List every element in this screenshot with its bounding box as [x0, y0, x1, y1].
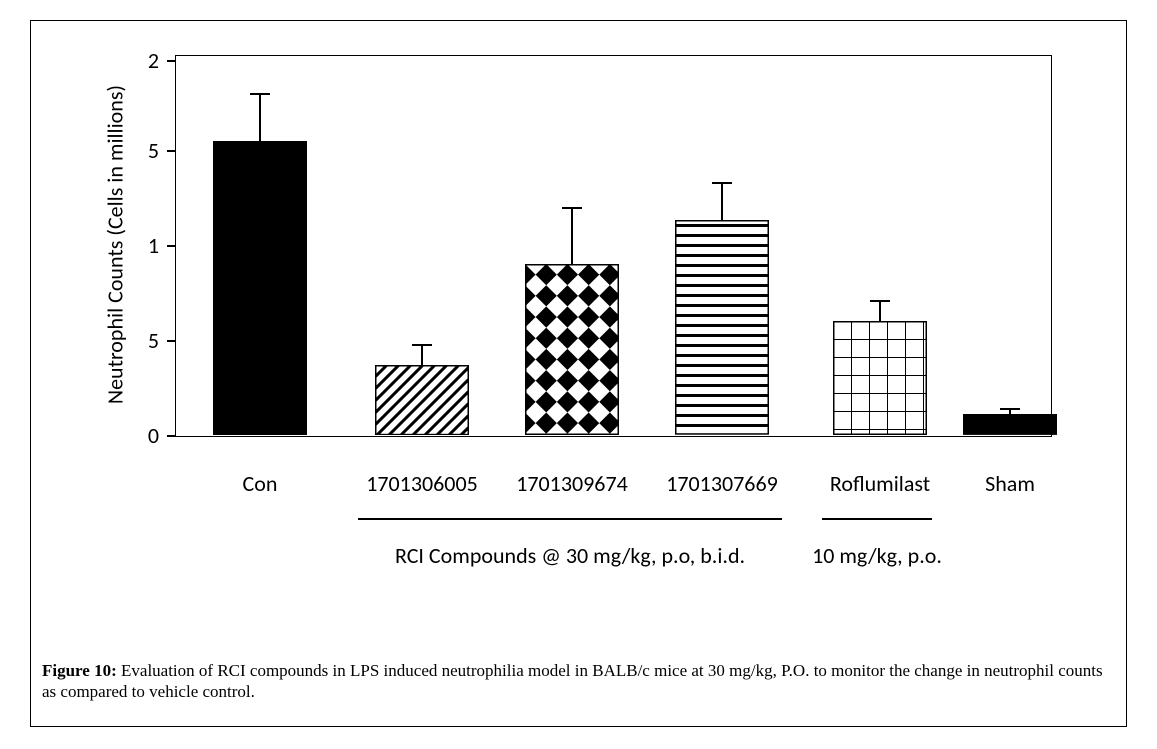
page-root: Neutrophil Counts (Cells in millions) 05…: [0, 0, 1157, 749]
errorbar-con: [259, 93, 261, 141]
y-tick-label: 2: [125, 47, 159, 74]
errorbar-cap-1701309674: [562, 207, 582, 209]
x-label-sham: Sham: [930, 470, 1090, 497]
bar-sham: [963, 414, 1057, 435]
y-tick-mark: [167, 150, 175, 152]
bar-1701306005: [375, 365, 469, 435]
errorbar-1701306005: [421, 344, 423, 365]
errorbar-cap-1701307669: [712, 182, 732, 184]
errorbar-cap-sham: [1000, 408, 1020, 410]
caption-text: Evaluation of RCI compounds in LPS induc…: [42, 661, 1103, 701]
x-label-1701309674: 1701309674: [492, 470, 652, 497]
y-tick-label: 1: [125, 232, 159, 259]
y-tick-mark: [167, 340, 175, 342]
group-label-1: 10 mg/kg, p.o.: [627, 542, 1127, 569]
bar-1701307669: [675, 220, 769, 435]
group-line-0: [358, 518, 782, 520]
bar-con: [213, 141, 307, 436]
bar-roflumilast: [833, 321, 927, 435]
figure-caption: Figure 10: Evaluation of RCI compounds i…: [42, 660, 1117, 703]
errorbar-1701309674: [571, 207, 573, 264]
group-line-1: [822, 518, 932, 520]
bar-1701309674: [525, 264, 619, 435]
x-label-1701306005: 1701306005: [342, 470, 502, 497]
errorbar-1701307669: [721, 182, 723, 220]
errorbar-cap-con: [250, 93, 270, 95]
y-tick-mark: [167, 435, 175, 437]
errorbar-cap-roflumilast: [870, 300, 890, 302]
y-tick-label: 0: [125, 422, 159, 449]
y-tick-mark: [167, 245, 175, 247]
caption-prefix: Figure 10:: [42, 661, 121, 680]
x-label-con: Con: [180, 470, 340, 497]
y-tick-label: 5: [125, 327, 159, 354]
errorbar-roflumilast: [879, 300, 881, 321]
y-tick-label: 5: [125, 137, 159, 164]
errorbar-cap-1701306005: [412, 344, 432, 346]
y-tick-mark: [167, 60, 175, 62]
x-label-1701307669: 1701307669: [642, 470, 802, 497]
